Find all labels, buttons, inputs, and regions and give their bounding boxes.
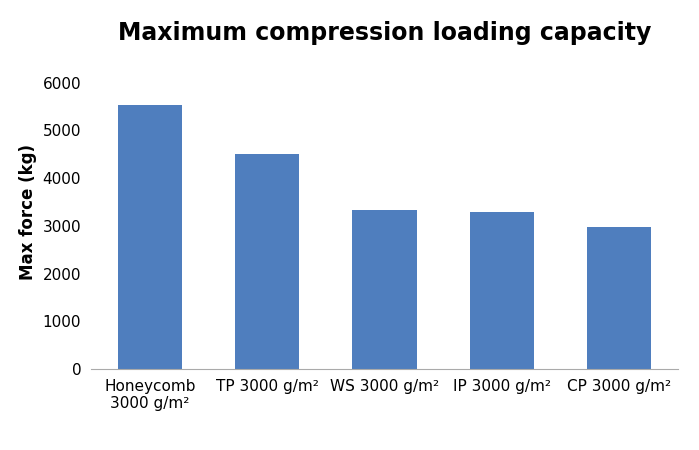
Bar <box>352 210 417 369</box>
Title: Maximum compression loading capacity: Maximum compression loading capacity <box>117 21 651 45</box>
Bar <box>470 212 534 369</box>
Bar <box>587 227 651 369</box>
Bar <box>117 105 182 369</box>
Bar <box>235 154 299 369</box>
Y-axis label: Max force (kg): Max force (kg) <box>19 144 37 279</box>
